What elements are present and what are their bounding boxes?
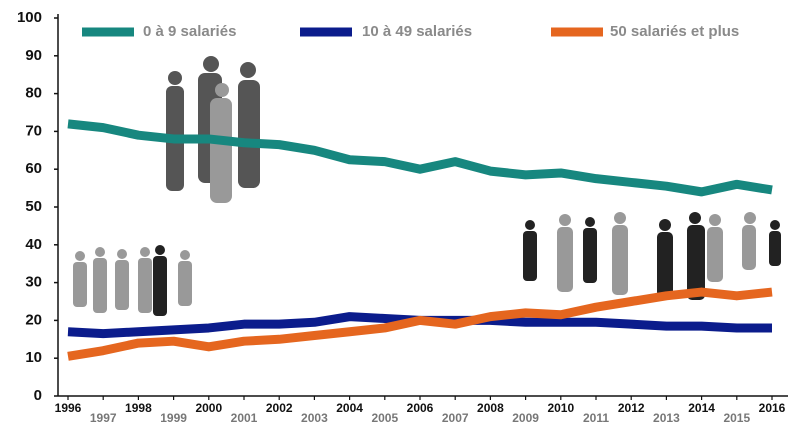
x-tick-label: 2016 — [759, 401, 786, 415]
x-tick-label: 2013 — [653, 411, 680, 425]
x-tick-label: 1998 — [125, 401, 152, 415]
x-tick-label: 2000 — [195, 401, 222, 415]
y-tick-label: 0 — [34, 387, 42, 404]
y-tick-label: 70 — [25, 122, 42, 139]
silhouettes — [73, 56, 781, 316]
x-tick-label: 2012 — [618, 401, 645, 415]
x-tick-label: 2006 — [407, 401, 434, 415]
x-tick-label: 2009 — [512, 411, 539, 425]
legend-label: 0 à 9 salariés — [143, 23, 236, 40]
x-tick-label: 2015 — [723, 411, 750, 425]
y-tick-label: 30 — [25, 274, 42, 291]
x-tick-label: 1997 — [90, 411, 117, 425]
y-tick-label: 60 — [25, 160, 42, 177]
series-line — [67, 287, 773, 361]
y-tick-label: 20 — [25, 311, 42, 328]
x-tick-label: 2007 — [442, 411, 469, 425]
x-tick-label: 2011 — [583, 411, 609, 425]
y-tick-label: 80 — [25, 85, 42, 102]
x-tick-label: 2010 — [547, 401, 574, 415]
x-tick-label: 2014 — [688, 401, 715, 415]
x-tick-label: 2001 — [231, 411, 258, 425]
x-tick-label: 2003 — [301, 411, 328, 425]
legend-label: 10 à 49 salariés — [362, 23, 472, 40]
x-tick-label: 2008 — [477, 401, 504, 415]
series-line — [67, 119, 773, 197]
y-tick-label: 10 — [25, 349, 42, 366]
y-tick-label: 50 — [25, 198, 42, 215]
y-tick-label: 100 — [17, 9, 42, 26]
y-tick-label: 90 — [25, 47, 42, 64]
x-tick-label: 2005 — [371, 411, 398, 425]
x-tick-label: 1999 — [160, 411, 187, 425]
x-tick-label: 2002 — [266, 401, 293, 415]
y-tick-label: 40 — [25, 236, 42, 253]
x-tick-label: 2004 — [336, 401, 363, 415]
legend-label: 50 salariés et plus — [610, 23, 739, 40]
x-tick-label: 1996 — [55, 401, 82, 415]
